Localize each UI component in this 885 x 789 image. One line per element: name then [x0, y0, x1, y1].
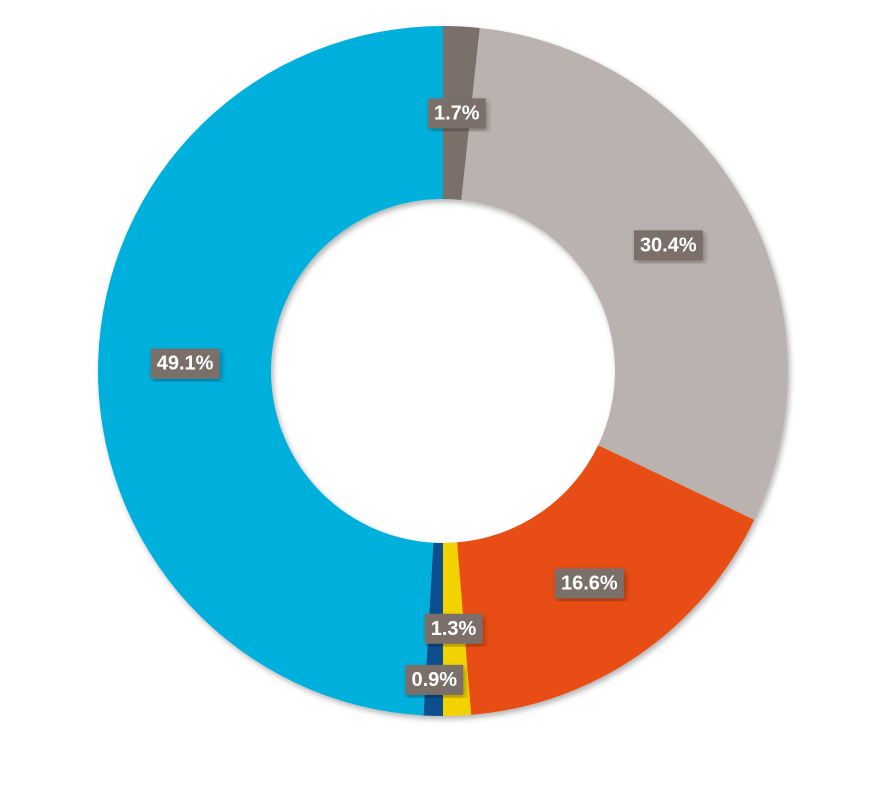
slice: [97, 26, 443, 716]
label-box: [633, 230, 703, 261]
data-label: 1.7%: [427, 98, 486, 129]
value-label: 1.7%: [434, 102, 480, 124]
value-label: 1.3%: [431, 618, 477, 640]
slice: [461, 27, 789, 520]
value-label: 49.1%: [157, 353, 214, 375]
data-label: 16.6%: [554, 568, 624, 599]
data-label: 49.1%: [150, 348, 220, 379]
data-label: 1.3%: [424, 613, 483, 644]
value-label: 0.9%: [411, 669, 457, 691]
label-box: [427, 98, 486, 129]
value-label: 30.4%: [640, 234, 697, 256]
data-label: 30.4%: [633, 230, 703, 261]
data-label: 0.9%: [405, 664, 464, 695]
label-box: [405, 664, 464, 695]
label-box: [554, 568, 624, 599]
label-box: [150, 348, 220, 379]
value-label: 16.6%: [561, 572, 618, 594]
labels: 1.7% 30.4% 16.6% 1.3% 0.9% 49.1%: [150, 98, 703, 695]
label-box: [424, 613, 483, 644]
